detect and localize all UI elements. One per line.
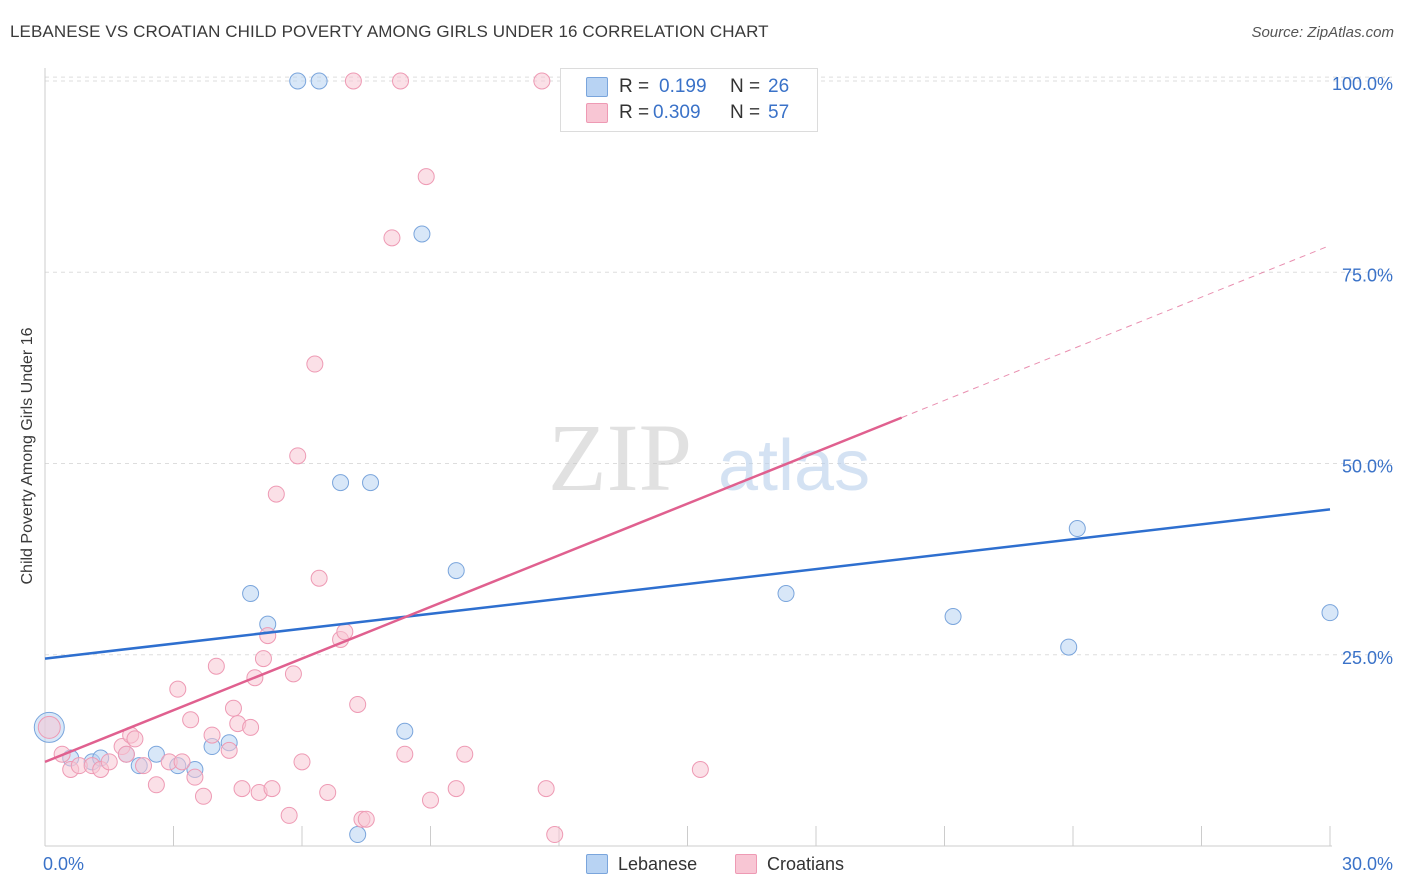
croatians-point — [173, 753, 191, 771]
lebanese-point — [447, 562, 465, 580]
lebanese-point — [1068, 520, 1086, 538]
croatians-point — [224, 699, 242, 717]
croatians-point — [306, 355, 324, 373]
bottom-legend-label-croatians: Croatians — [767, 853, 845, 874]
croatians-point — [456, 745, 474, 763]
lebanese-trend-line — [44, 508, 1331, 660]
legend-n-label: N = — [730, 76, 761, 97]
bottom-legend-label-lebanese: Lebanese — [618, 853, 698, 874]
bottom-legend-croatians: Croatians — [735, 852, 844, 876]
lebanese-point — [310, 72, 328, 90]
croatians-point — [392, 72, 410, 90]
croatians-point — [220, 741, 238, 759]
croatians-point — [289, 447, 307, 465]
croatians-point — [417, 168, 435, 186]
croatians-point — [117, 745, 135, 763]
lebanese-point — [349, 826, 367, 844]
y-tick-label: 25.0% — [1342, 648, 1393, 668]
watermark-zip: ZIP — [548, 404, 692, 511]
bottom-legend-swatch-croatians — [735, 854, 757, 874]
croatians-point — [537, 780, 555, 798]
croatians-point — [207, 657, 225, 675]
lebanese-point — [413, 225, 431, 243]
croatians-point — [344, 72, 362, 90]
croatians-point — [169, 680, 187, 698]
croatians-point — [233, 780, 251, 798]
legend-n-label: N = — [730, 102, 761, 123]
croatians-point — [194, 787, 212, 805]
x-tick-label: 0.0% — [43, 854, 84, 874]
croatians-point — [336, 623, 354, 641]
lebanese-point — [147, 745, 165, 763]
lebanese-point — [396, 722, 414, 740]
croatians-point — [396, 745, 414, 763]
croatians-point — [259, 627, 277, 645]
croatians-point — [422, 791, 439, 809]
lebanese-point — [1321, 604, 1339, 622]
croatians-point — [254, 650, 272, 668]
legend-r-label: R = — [619, 102, 650, 123]
legend-n-value: 57 — [768, 102, 790, 123]
croatians-point — [37, 715, 61, 739]
legend-swatch-croatians — [586, 103, 608, 123]
chart-title: LEBANESE VS CROATIAN CHILD POVERTY AMONG… — [10, 22, 769, 41]
croatians-point — [186, 768, 204, 786]
croatians-point — [242, 718, 260, 736]
legend-n-value: 26 — [768, 76, 790, 97]
croatians-point — [147, 776, 165, 794]
y-tick-label: 100.0% — [1332, 74, 1393, 94]
source-label: Source: ZipAtlas.com — [1251, 24, 1394, 41]
croatians-point — [310, 569, 328, 587]
watermark-atlas: atlas — [718, 426, 870, 506]
croatians-point — [100, 753, 118, 771]
croatians-point — [383, 229, 401, 247]
lebanese-point — [289, 72, 307, 90]
bottom-legend-swatch-lebanese — [586, 854, 608, 874]
croatians-point — [263, 780, 281, 798]
grid-lines — [45, 76, 1392, 656]
croatians-trend-line-extension — [901, 245, 1331, 419]
croatians-point — [319, 783, 337, 801]
y-tick-label: 75.0% — [1342, 265, 1393, 285]
legend-r-label: R = — [619, 76, 650, 97]
croatians-point — [447, 780, 465, 798]
croatians-point — [293, 753, 311, 771]
lebanese-point — [332, 474, 350, 492]
legend-r-value: 0.309 — [653, 102, 701, 123]
legend-swatch-lebanese — [586, 77, 608, 97]
croatians-point — [284, 665, 302, 683]
bottom-legend-lebanese: Lebanese — [586, 852, 697, 876]
croatians-point — [349, 695, 367, 713]
croatians-point — [126, 730, 144, 748]
lebanese-point — [944, 608, 962, 625]
x-tick-label: 30.0% — [1342, 854, 1393, 874]
croatians-point — [135, 757, 153, 775]
y-axis-label: Child Poverty Among Girls Under 16 — [19, 327, 36, 585]
croatians-point — [546, 826, 564, 844]
lebanese-point — [777, 585, 795, 603]
tick-labels: 25.0% 50.0% 75.0% 100.0% 0.0% 30.0% — [43, 74, 1393, 874]
croatians-point — [203, 726, 221, 744]
croatians-point — [691, 761, 709, 778]
y-tick-label: 50.0% — [1342, 457, 1393, 477]
croatians-point — [280, 806, 298, 824]
lebanese-point — [1060, 638, 1078, 656]
trend-lines — [44, 245, 1331, 764]
croatians-point — [357, 810, 375, 828]
croatians-trend-line — [44, 416, 903, 764]
croatians-point — [533, 72, 551, 90]
lebanese-point — [362, 474, 380, 492]
legend-r-value: 0.199 — [659, 76, 707, 97]
croatians-point — [182, 711, 200, 729]
correlation-legend: R = 0.199 N = 26 R = 0.309 N = 57 — [560, 68, 818, 132]
croatians-point — [267, 485, 285, 503]
lebanese-point — [242, 585, 260, 603]
